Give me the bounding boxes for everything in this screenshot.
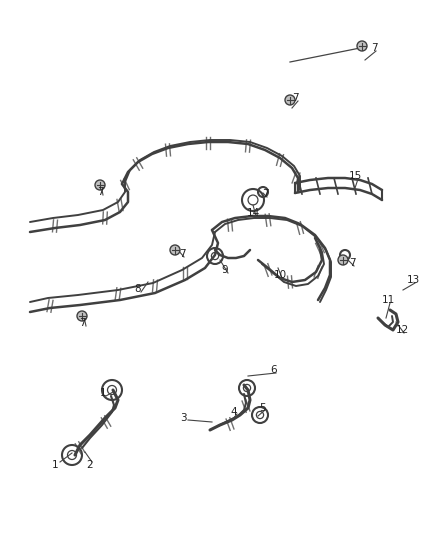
Text: 13: 13: [406, 275, 420, 285]
Text: 12: 12: [396, 325, 409, 335]
Circle shape: [95, 180, 105, 190]
Circle shape: [357, 41, 367, 51]
Text: 15: 15: [348, 171, 362, 181]
Text: 1: 1: [52, 460, 58, 470]
Text: 7: 7: [292, 93, 298, 103]
Text: 6: 6: [271, 365, 277, 375]
Text: 5: 5: [260, 403, 266, 413]
Text: 7: 7: [349, 258, 355, 268]
Text: 7: 7: [79, 318, 85, 328]
Text: 4: 4: [231, 407, 237, 417]
Text: 10: 10: [273, 270, 286, 280]
Circle shape: [338, 255, 348, 265]
Circle shape: [77, 311, 87, 321]
Text: 8: 8: [135, 284, 141, 294]
Text: 7: 7: [261, 189, 268, 199]
Text: 14: 14: [246, 208, 260, 218]
Text: 11: 11: [381, 295, 395, 305]
Circle shape: [285, 95, 295, 105]
Text: 1: 1: [100, 388, 106, 398]
Text: 7: 7: [97, 187, 103, 197]
Text: 7: 7: [179, 249, 185, 259]
Text: 7: 7: [371, 43, 377, 53]
Text: 2: 2: [87, 460, 93, 470]
Text: 3: 3: [180, 413, 186, 423]
Circle shape: [170, 245, 180, 255]
Text: 9: 9: [222, 265, 228, 275]
